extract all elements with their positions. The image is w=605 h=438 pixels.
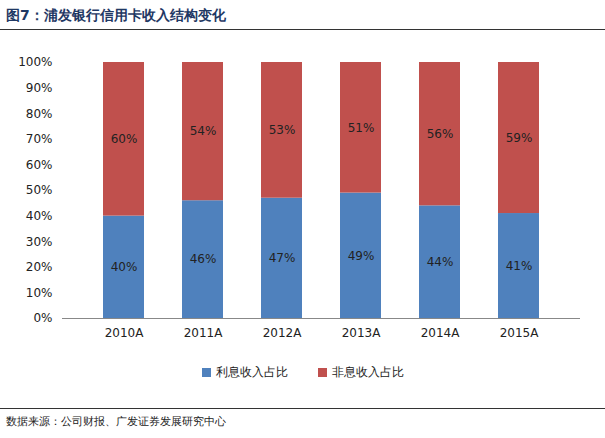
- svg-text:2013A: 2013A: [342, 326, 382, 340]
- svg-text:100%: 100%: [18, 55, 52, 69]
- html-text:数据来源：公司财报、广发证券发展研究中心: 数据来源：公司财报、广发证券发展研究中心: [6, 415, 226, 428]
- svg-text:2011A: 2011A: [184, 326, 224, 340]
- svg-text:56%: 56%: [427, 127, 454, 141]
- svg-text:51%: 51%: [348, 121, 375, 135]
- svg-text:80%: 80%: [26, 107, 53, 121]
- svg-text:44%: 44%: [427, 255, 454, 269]
- svg-text:46%: 46%: [190, 252, 217, 266]
- svg-text:20%: 20%: [26, 260, 53, 274]
- svg-text:2015A: 2015A: [500, 326, 540, 340]
- svg-text:40%: 40%: [111, 260, 138, 274]
- html-text:利息收入占比: 利息收入占比: [215, 364, 288, 379]
- svg-text:41%: 41%: [506, 259, 533, 273]
- svg-text:2012A: 2012A: [263, 326, 303, 340]
- svg-text:60%: 60%: [26, 158, 53, 172]
- svg-text:59%: 59%: [506, 131, 533, 145]
- svg-text:50%: 50%: [26, 183, 53, 197]
- svg-text:53%: 53%: [269, 123, 296, 137]
- svg-text:2014A: 2014A: [421, 326, 461, 340]
- svg-text:2010A: 2010A: [105, 326, 145, 340]
- svg-text:47%: 47%: [269, 251, 296, 265]
- svg-text:0%: 0%: [33, 311, 52, 325]
- html-text:图7：浦发银行信用卡收入结构变化: 图7：浦发银行信用卡收入结构变化: [6, 7, 226, 23]
- svg-text:10%: 10%: [26, 286, 53, 300]
- svg-text:30%: 30%: [26, 235, 53, 249]
- svg-text:70%: 70%: [26, 132, 53, 146]
- svg-text:49%: 49%: [348, 249, 375, 263]
- html-text:非息收入占比: 非息收入占比: [331, 364, 404, 379]
- svg-text:60%: 60%: [111, 132, 138, 146]
- svg-text:90%: 90%: [26, 81, 53, 95]
- svg-text:40%: 40%: [26, 209, 53, 223]
- svg-text:54%: 54%: [190, 124, 217, 138]
